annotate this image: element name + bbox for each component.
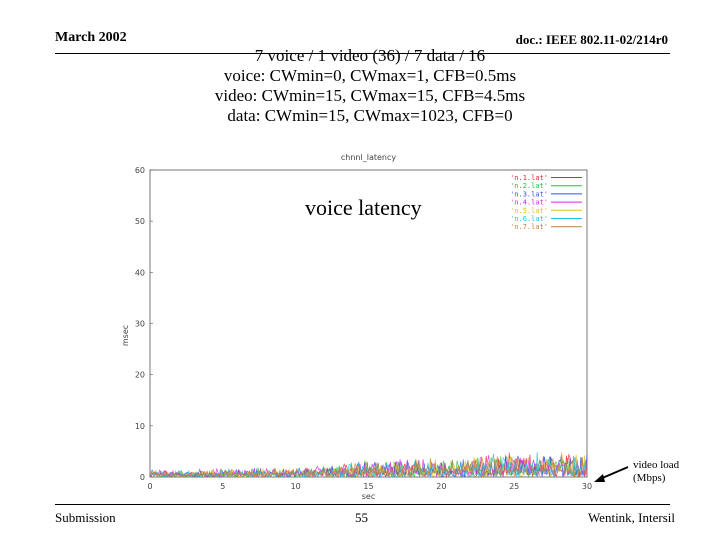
y-tick-label: 10 bbox=[135, 422, 145, 431]
legend-label-1: 'n.1.lat' bbox=[510, 174, 548, 182]
x-tick-label: 0 bbox=[147, 482, 152, 491]
x-tick-label: 25 bbox=[509, 482, 519, 491]
legend-label-3: 'n.3.lat' bbox=[510, 190, 548, 198]
legend-label-7: 'n.7.lat' bbox=[510, 223, 548, 231]
series-line-6 bbox=[149, 452, 588, 479]
legend-label-5: 'n.5.lat' bbox=[510, 207, 548, 215]
x-tick-label: 5 bbox=[220, 482, 225, 491]
y-tick-label: 40 bbox=[135, 268, 145, 277]
legend-label-6: 'n.6.lat' bbox=[510, 215, 548, 223]
chart-title: chnnl_latency bbox=[341, 153, 396, 162]
y-tick-label: 30 bbox=[135, 320, 145, 329]
x-tick-label: 20 bbox=[436, 482, 446, 491]
voice-latency-label: voice latency bbox=[305, 195, 422, 220]
footer-submission: Submission bbox=[55, 510, 116, 525]
series-line-7 bbox=[149, 456, 588, 478]
y-tick-label: 50 bbox=[135, 217, 145, 226]
header-date: March 2002 bbox=[55, 30, 127, 45]
video-load-note: video load (Mbps) bbox=[633, 459, 693, 485]
y-tick-label: 60 bbox=[135, 166, 145, 175]
video-load-note-line1: video load bbox=[633, 459, 680, 471]
pointer-arrow-head bbox=[594, 474, 605, 482]
x-tick-label: 30 bbox=[582, 482, 592, 491]
header-doc-id: doc.: IEEE 802.11-02/214r0 bbox=[515, 32, 668, 47]
y-tick-label: 20 bbox=[135, 371, 145, 380]
x-axis-label: sec bbox=[362, 492, 376, 501]
footer-author: Wentink, Intersil bbox=[587, 510, 675, 525]
title-line-2: voice: CWmin=0, CWmax=1, CFB=0.5ms bbox=[223, 66, 517, 85]
x-tick-label: 15 bbox=[363, 482, 373, 491]
footer-rule bbox=[55, 504, 670, 505]
header-rule bbox=[55, 53, 670, 54]
x-tick-label: 10 bbox=[291, 482, 301, 491]
slide-title: 7 voice / 1 video (36) / 7 data / 16 voi… bbox=[120, 46, 620, 126]
title-line-1: 7 voice / 1 video (36) / 7 data / 16 bbox=[254, 46, 486, 65]
title-line-3: video: CWmin=15, CWmax=15, CFB=4.5ms bbox=[214, 86, 526, 105]
legend-label-4: 'n.4.lat' bbox=[510, 199, 548, 207]
y-tick-label: 0 bbox=[140, 473, 145, 482]
legend-label-2: 'n.2.lat' bbox=[510, 182, 548, 190]
y-axis-label: msec bbox=[121, 325, 130, 346]
title-line-4: data: CWmin=15, CWmax=1023, CFB=0 bbox=[227, 106, 513, 125]
video-load-note-line2: (Mbps) bbox=[633, 472, 666, 484]
footer-page-number: 55 bbox=[355, 510, 368, 525]
pointer-arrow-line bbox=[599, 466, 629, 480]
